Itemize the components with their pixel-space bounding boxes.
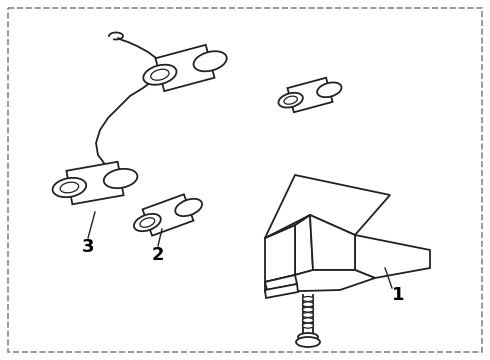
Ellipse shape — [302, 302, 314, 307]
Polygon shape — [265, 275, 297, 290]
Polygon shape — [143, 194, 194, 236]
Ellipse shape — [298, 333, 318, 341]
Polygon shape — [295, 215, 313, 275]
Ellipse shape — [140, 218, 155, 227]
Ellipse shape — [302, 318, 314, 323]
Ellipse shape — [60, 182, 79, 193]
Text: 2: 2 — [152, 246, 164, 264]
Polygon shape — [265, 225, 295, 282]
Ellipse shape — [284, 96, 297, 104]
Polygon shape — [265, 270, 375, 292]
Ellipse shape — [175, 199, 202, 216]
Ellipse shape — [52, 178, 86, 197]
Ellipse shape — [143, 65, 176, 85]
Ellipse shape — [151, 69, 169, 80]
Ellipse shape — [134, 214, 161, 231]
Ellipse shape — [194, 51, 227, 71]
Ellipse shape — [278, 93, 303, 108]
Text: 3: 3 — [82, 238, 94, 256]
Polygon shape — [288, 78, 333, 112]
Polygon shape — [355, 235, 430, 278]
Polygon shape — [265, 175, 390, 238]
Polygon shape — [155, 45, 215, 91]
Text: 1: 1 — [392, 286, 404, 304]
Polygon shape — [265, 284, 298, 298]
Ellipse shape — [317, 82, 342, 97]
Ellipse shape — [302, 323, 314, 328]
Ellipse shape — [104, 169, 137, 188]
Ellipse shape — [296, 337, 320, 347]
Ellipse shape — [302, 307, 314, 312]
Ellipse shape — [302, 312, 314, 318]
Ellipse shape — [302, 297, 314, 302]
Polygon shape — [67, 162, 123, 204]
Polygon shape — [310, 215, 355, 270]
